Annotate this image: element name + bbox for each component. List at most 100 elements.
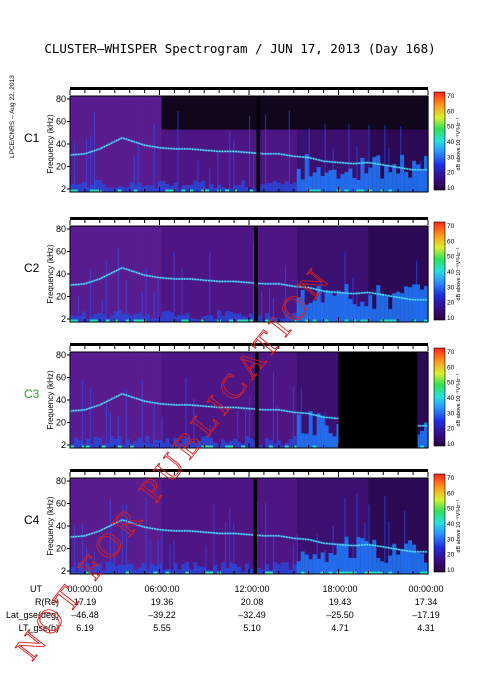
spectrogram-lowband <box>145 185 151 192</box>
spectrogram-lowband <box>249 313 254 322</box>
spectrogram-dark-column <box>324 96 330 130</box>
spectrogram-lowband <box>197 440 202 448</box>
spectrogram-lowband <box>193 180 198 192</box>
spectrogram-column <box>237 129 242 192</box>
colorbar <box>433 347 446 447</box>
spectrogram-column <box>113 96 119 192</box>
spectrogram-column <box>256 226 262 322</box>
y-axis-label: Frequency (kHz) <box>46 496 55 555</box>
spectrogram-lowband <box>308 302 314 322</box>
colorbar-tick-label: 40 <box>447 269 455 276</box>
spectrogram-column <box>101 478 107 574</box>
spectrogram-lowband <box>213 188 218 192</box>
spectrogram-lowband <box>308 411 314 448</box>
spectrogram-column <box>296 226 302 322</box>
spectrogram-column <box>408 129 413 192</box>
spectrogram-column <box>129 352 135 448</box>
spectrogram-lowband-peak <box>70 189 75 192</box>
spectrogram-lowband-peak <box>368 189 373 192</box>
spectrogram-lowband <box>312 554 318 574</box>
spectrogram-streak <box>272 298 275 322</box>
y-tick-label: 40 <box>56 269 66 279</box>
spectrogram-streak <box>388 148 390 192</box>
spectrogram-lowband <box>356 180 361 192</box>
spectrogram-lowband <box>280 445 286 448</box>
spectrogram-dark-column <box>392 96 397 130</box>
colorbar <box>433 91 446 191</box>
spectrogram-lowband-peak <box>237 319 242 322</box>
spectrogram-column <box>101 352 107 448</box>
spectrogram-column <box>177 478 182 574</box>
spectrogram-lowband <box>197 566 202 574</box>
spectrogram-lowband <box>121 313 127 322</box>
spectrogram-column <box>336 226 342 322</box>
spectrogram-column <box>213 478 218 574</box>
panel-c1: 80 60 40 20 2 Frequency (kHz) C1 70 60 50 40 30 20 10… <box>24 87 462 194</box>
spectrogram-column <box>384 129 389 192</box>
spectrogram-lowband <box>173 182 178 192</box>
spectrogram-streak <box>352 277 354 322</box>
spectrogram-column <box>416 352 421 448</box>
spectrogram-lowband-peak <box>356 189 361 192</box>
spectrogram-lowband <box>141 563 147 574</box>
spectrogram-column <box>149 96 155 192</box>
spectrogram-column <box>300 478 306 574</box>
spectrogram-lowband <box>340 543 346 574</box>
spectrogram-lowband <box>396 554 401 574</box>
spectrogram-column <box>125 352 131 448</box>
colorbar-tick-label: 40 <box>447 521 455 528</box>
panel-name: C1 <box>24 131 40 145</box>
spectrogram-dark-column <box>336 96 342 130</box>
spectrogram-lowband <box>145 436 151 448</box>
colorbar-tick-label: 20 <box>447 300 455 307</box>
spectrogram-column <box>352 226 357 322</box>
panel-top-bar <box>70 343 428 346</box>
spectrogram-column <box>145 96 151 192</box>
y-tick-label: 2 <box>61 314 66 324</box>
spectrogram-lowband <box>360 538 365 574</box>
spectrogram-dark-column <box>165 96 171 130</box>
spectrogram-column <box>117 226 123 322</box>
spectrogram-column <box>396 226 401 322</box>
spectrogram-column <box>368 478 373 574</box>
spectrogram-lowband <box>233 313 238 322</box>
spectrogram-dark-column <box>376 96 381 130</box>
spectrogram-lowband <box>165 437 171 448</box>
spectrogram-lowband <box>412 284 417 322</box>
spectrogram-streak <box>233 140 235 192</box>
spectrogram-column <box>221 129 226 192</box>
spectrogram-column <box>241 352 246 448</box>
spectrogram-lowband-peak <box>117 189 123 192</box>
spectrogram-lowband <box>245 436 250 448</box>
spectrogram-lowband <box>352 304 357 322</box>
spectrogram-lowband <box>412 160 417 192</box>
spectrogram-lowband <box>424 155 429 192</box>
spectrogram-column <box>312 478 318 574</box>
spectrogram-lowband-peak <box>264 571 270 574</box>
spectrogram-column <box>420 129 425 192</box>
spectrogram-column <box>233 352 238 448</box>
spectrogram-column <box>280 129 286 192</box>
spectrogram-lowband <box>70 315 75 322</box>
spectrogram-column <box>252 129 258 192</box>
spectrogram-dark-column <box>272 96 278 130</box>
spectrogram-column <box>245 478 250 574</box>
spectrogram-streak <box>324 124 326 192</box>
spectrogram-column <box>284 129 290 192</box>
spectrogram-column <box>173 352 178 448</box>
spectrogram-column <box>376 478 381 574</box>
spectrogram-column <box>320 478 326 574</box>
spectrogram-lowband-peak <box>209 571 214 574</box>
spectrogram-dark-column <box>173 96 178 130</box>
spectrogram-column <box>340 226 346 322</box>
spectrogram-lowband <box>109 315 115 322</box>
spectrogram-lowband-peak <box>93 189 99 192</box>
spectrogram-column <box>193 352 198 448</box>
spectrogram-lowband-peak <box>380 319 385 322</box>
spectrogram-lowband <box>101 184 107 192</box>
spectrogram-lowband-peak <box>420 571 425 574</box>
spectrogram-lowband <box>400 293 405 322</box>
spectrogram-column <box>249 478 254 574</box>
ephemeris-value: 17.19 <box>74 597 97 607</box>
spectrogram-lowband <box>137 182 143 192</box>
